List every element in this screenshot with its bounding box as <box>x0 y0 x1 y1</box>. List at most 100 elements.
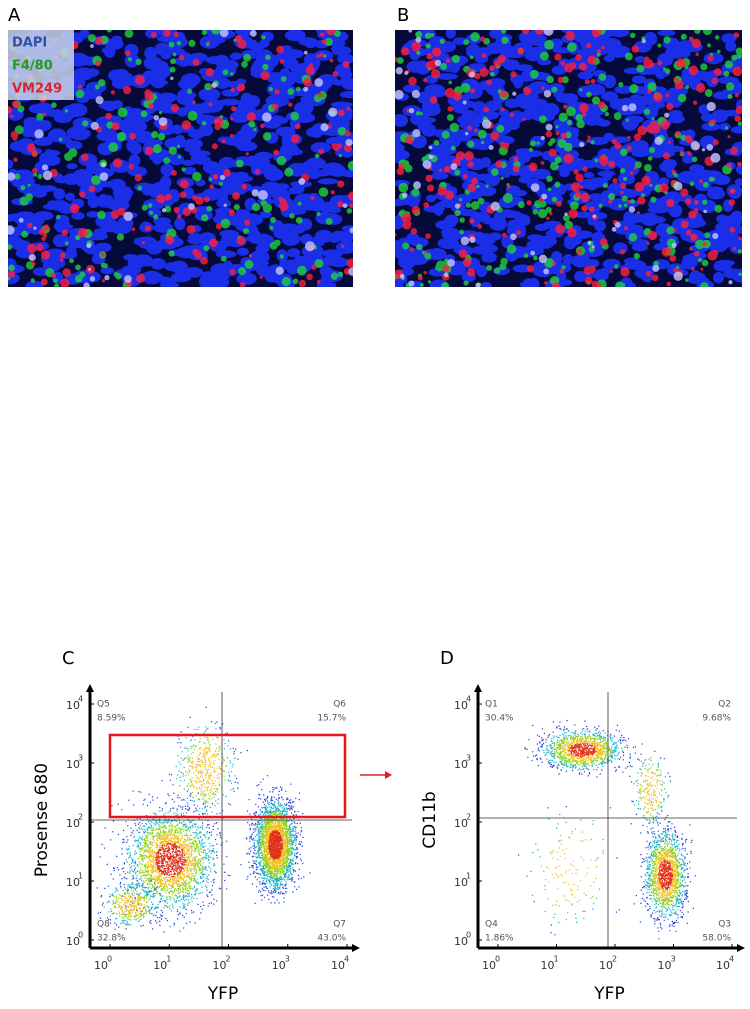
events <box>654 850 678 900</box>
events <box>629 743 671 838</box>
micrograph-content <box>395 30 742 287</box>
x-tick-exponent: 2 <box>226 955 231 964</box>
x-tick-exponent: 2 <box>612 955 617 964</box>
events <box>254 799 297 891</box>
quadrant-name: Q3 <box>718 920 731 930</box>
events <box>644 830 687 920</box>
y-tick-label: 10 <box>454 935 468 948</box>
events <box>658 859 673 891</box>
y-tick-label: 10 <box>66 817 80 830</box>
x-tick-exponent: 1 <box>166 955 171 964</box>
x-tick-label: 10 <box>331 959 345 972</box>
gate <box>108 733 347 819</box>
quadrant-name: Q5 <box>97 700 110 710</box>
events <box>155 842 187 878</box>
events <box>548 843 592 902</box>
x-tick-exponent: 4 <box>344 955 349 964</box>
quadrant-name: Q1 <box>485 700 498 710</box>
events <box>183 736 228 804</box>
micrograph <box>8 30 353 287</box>
events <box>540 828 599 914</box>
events <box>146 832 195 888</box>
events <box>99 790 231 933</box>
events <box>633 801 696 940</box>
y-axis-label: CD11b <box>420 791 440 848</box>
panel-label: A <box>8 5 21 26</box>
quadrant-percent: 32.8% <box>97 934 126 944</box>
x-tick-exponent: 3 <box>671 955 676 964</box>
y-tick-label: 10 <box>454 817 468 830</box>
quadrant-name: Q7 <box>333 920 346 930</box>
x-tick-label: 10 <box>658 959 672 972</box>
x-tick-label: 10 <box>482 959 496 972</box>
y-tick-label: 10 <box>454 699 468 712</box>
nuclei <box>8 30 353 287</box>
axis-arrow <box>352 944 360 952</box>
legend-text: F4/80 <box>12 59 53 74</box>
y-tick-exponent: 4 <box>466 695 471 704</box>
events <box>518 806 621 936</box>
events <box>103 883 157 926</box>
y-tick-exponent: 0 <box>466 931 471 940</box>
y-tick-label: 10 <box>454 758 468 771</box>
quadrant-percent: 15.7% <box>317 714 346 724</box>
panel-label: B <box>397 5 409 26</box>
y-tick-label: 10 <box>66 935 80 948</box>
quadrant-name: Q8 <box>97 920 110 930</box>
legend-text: VM249 <box>12 82 62 97</box>
quadrant-name: Q2 <box>718 700 731 710</box>
events <box>650 842 682 908</box>
y-tick-exponent: 4 <box>78 695 83 704</box>
y-tick-exponent: 2 <box>78 813 83 822</box>
y-tick-exponent: 3 <box>78 754 83 763</box>
y-tick-label: 10 <box>66 758 80 771</box>
y-tick-exponent: 1 <box>78 872 83 881</box>
events <box>568 742 597 758</box>
quadrant-percent: 58.0% <box>702 934 731 944</box>
quadrant-name: Q6 <box>333 700 346 710</box>
x-tick-label: 10 <box>94 959 108 972</box>
x-tick-label: 10 <box>599 959 613 972</box>
events <box>268 830 283 861</box>
x-tick-label: 10 <box>213 959 227 972</box>
micrograph <box>395 30 742 287</box>
events <box>637 763 663 818</box>
y-tick-exponent: 1 <box>466 872 471 881</box>
x-axis-label: YFP <box>593 984 624 1004</box>
quadrant-percent: 30.4% <box>485 714 514 724</box>
arrow-head <box>385 771 392 779</box>
x-tick-exponent: 1 <box>554 955 559 964</box>
events <box>560 738 605 762</box>
stain <box>395 30 742 287</box>
quadrant-name: Q4 <box>485 920 498 930</box>
y-tick-exponent: 2 <box>466 813 471 822</box>
events <box>137 822 205 898</box>
panel-label: C <box>62 648 75 669</box>
events <box>542 728 624 771</box>
micrograph-content <box>8 30 353 287</box>
y-axis-label: Prosense 680 <box>32 763 52 877</box>
stain <box>8 30 353 287</box>
events <box>96 877 163 935</box>
x-tick-label: 10 <box>153 959 167 972</box>
stain <box>8 30 353 287</box>
x-tick-label: 10 <box>272 959 286 972</box>
legend-text: DAPI <box>12 36 47 51</box>
events <box>530 813 604 924</box>
x-tick-label: 10 <box>716 959 730 972</box>
y-tick-exponent: 3 <box>466 754 471 763</box>
events <box>640 771 661 810</box>
axis-arrow <box>737 944 745 952</box>
events <box>524 719 640 778</box>
axis-arrow <box>474 684 482 692</box>
x-tick-exponent: 3 <box>285 955 290 964</box>
quadrant-percent: 9.68% <box>702 714 731 724</box>
quadrant-percent: 43.0% <box>317 934 346 944</box>
x-tick-label: 10 <box>541 959 555 972</box>
y-tick-label: 10 <box>66 699 80 712</box>
quadrant-percent: 1.86% <box>485 934 514 944</box>
events <box>259 811 292 879</box>
quadrant-percent: 8.59% <box>97 714 126 724</box>
events <box>190 746 222 795</box>
axis-arrow <box>86 684 94 692</box>
